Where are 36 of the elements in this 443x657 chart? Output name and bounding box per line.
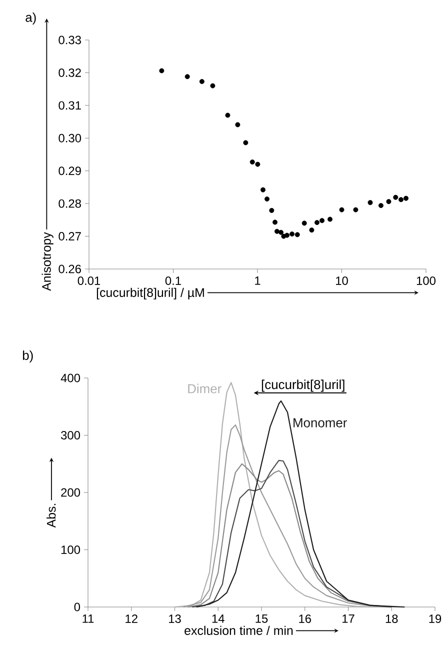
chart-title: a) (26, 12, 36, 25)
chart-title: b) (22, 350, 33, 363)
y-axis-title: Anisotropy (42, 232, 54, 291)
x-tick-label: 100 (416, 276, 436, 285)
y-tick-label: 0 (74, 602, 80, 612)
y-tick-label: 400 (60, 374, 80, 382)
y-tick-label: 0.31 (58, 101, 81, 110)
x-tick-label: 16 (299, 614, 311, 623)
x-tick-label: 11 (82, 614, 94, 623)
x-tick-label: 18 (386, 614, 398, 623)
x-axis-title: exclusion time / min (184, 626, 293, 635)
x-tick-label: 10 (336, 276, 348, 285)
x-tick-label: 1 (255, 276, 260, 285)
y-tick-label: 300 (61, 431, 80, 440)
annotation: [cucurbit[8]uril] (262, 380, 344, 392)
y-tick-label: 0.33 (58, 36, 81, 44)
y-axis-title: Abs. (46, 504, 56, 528)
x-tick-label: 12 (126, 614, 138, 623)
x-tick-label: 17 (342, 614, 354, 623)
y-tick-label: 0.30 (58, 134, 82, 142)
x-tick-label: 0.1 (165, 276, 181, 285)
x-axis-title: [cucurbit[8]uril] / µM (96, 288, 204, 300)
x-tick-label: 14 (212, 614, 224, 623)
y-tick-label: 0.28 (58, 199, 81, 208)
series-label: Dimer (188, 384, 222, 394)
x-tick-label: 13 (169, 614, 181, 623)
y-tick-label: 200 (61, 488, 80, 497)
y-tick-label: 0.26 (58, 264, 81, 274)
x-tick-label: 0.01 (78, 276, 100, 285)
series-label: Monomer (294, 418, 347, 428)
x-tick-label: 19 (429, 614, 442, 623)
y-tick-label: 0.27 (58, 232, 81, 241)
y-tick-label: 100 (61, 546, 80, 554)
y-tick-label: 0.32 (58, 68, 81, 77)
y-tick-label: 0.29 (58, 166, 81, 176)
x-tick-label: 15 (256, 614, 268, 623)
